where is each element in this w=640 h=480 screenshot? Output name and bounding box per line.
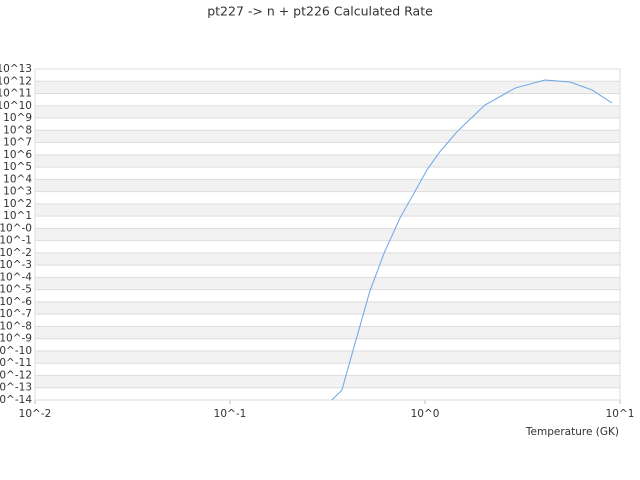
y-tick-label: 10^-9: [0, 333, 32, 345]
grid-band: [35, 350, 620, 364]
grid-band: [35, 179, 620, 192]
grid-band: [35, 130, 620, 143]
y-tick-label: 10^-8: [0, 320, 32, 332]
grid-band: [35, 277, 620, 290]
y-tick-label: 10^-1: [0, 235, 32, 247]
y-tick-label: 10^11: [0, 88, 32, 100]
grid-band: [35, 375, 620, 388]
y-tick-label: 10^3: [3, 186, 32, 198]
y-tick-label: 10^2: [3, 198, 32, 210]
y-tick-label: 10^4: [3, 173, 32, 185]
y-tick-label: 10^12: [0, 75, 32, 87]
x-tick-label: 10^-1: [214, 408, 247, 420]
y-tick-label: 10^9: [3, 112, 32, 124]
y-tick-label: 10^-5: [0, 284, 32, 296]
y-tick-label: 10^8: [3, 124, 32, 136]
grid-band: [35, 252, 620, 266]
chart-title: pt227 -> n + pt226 Calculated Rate: [207, 4, 433, 19]
grid-band: [35, 301, 620, 315]
grid-band: [35, 105, 620, 119]
y-tick-label: 10^-12: [0, 369, 32, 381]
y-tick-label: 10^-7: [0, 308, 32, 320]
y-tick-label: 10^-2: [0, 247, 32, 259]
y-tick-label: 10^5: [3, 161, 32, 173]
data-line: [331, 79, 613, 400]
x-tick-label: 10^0: [411, 408, 440, 420]
grid-band: [35, 203, 620, 217]
y-tick-label: 10^-6: [0, 296, 32, 308]
y-tick-label: 10^-4: [0, 271, 32, 283]
grid-band: [35, 228, 620, 241]
grid-band: [35, 154, 620, 168]
y-tick-label: 10^-14: [0, 394, 32, 406]
grid-band: [35, 81, 620, 94]
x-tick-label: 10^-2: [19, 408, 52, 420]
y-tick-label: 10^-10: [0, 345, 32, 357]
x-axis-label: Temperature (GK): [525, 426, 619, 438]
y-tick-label: 10^10: [0, 100, 32, 112]
y-tick-label: 10^-3: [0, 259, 32, 271]
y-tick-label: 10^7: [3, 137, 32, 149]
y-tick-label: 10^-11: [0, 357, 32, 369]
y-tick-label: 10^6: [3, 149, 32, 161]
x-tick-label: 10^1: [606, 408, 635, 420]
y-tick-label: 10^13: [0, 63, 32, 75]
grid-band: [35, 326, 620, 339]
y-tick-label: 10^1: [3, 210, 32, 222]
y-tick-label: 10^-0: [0, 222, 32, 234]
y-tick-label: 10^-13: [0, 382, 32, 394]
plot-border: [34, 68, 621, 401]
